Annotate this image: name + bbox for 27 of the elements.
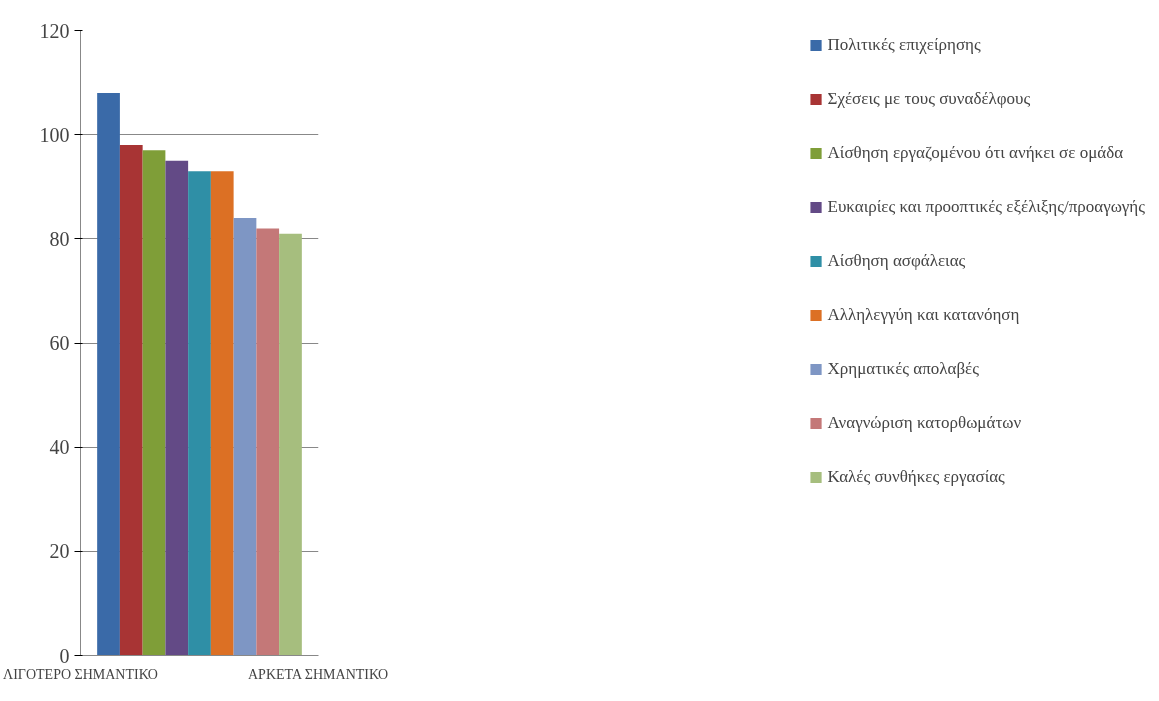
legend-label: Αίσθηση εργαζομένου ότι ανήκει σε ομάδα	[827, 143, 1124, 163]
bar	[188, 171, 211, 656]
bar	[119, 145, 143, 656]
y-tick-label: 40	[49, 436, 70, 459]
y-tick-label: 60	[49, 332, 70, 354]
legend-label: Χρηματικές απολαβές	[827, 359, 979, 379]
y-tick-label: 120	[39, 19, 70, 42]
bar	[165, 160, 189, 656]
legend-label: Καλές συνθήκες εργασίας	[827, 467, 1005, 487]
text: ΑΡΚΕΤΑ ΣΗΜΑΝΤΙΚΟ	[248, 666, 389, 682]
y-tick-label: 100	[39, 123, 70, 146]
y-tick-label: 0	[59, 644, 70, 667]
bar	[97, 93, 120, 656]
legend-label: Αίσθηση ασφάλειας	[827, 251, 966, 271]
bar	[233, 218, 257, 656]
y-tick-label: 20	[49, 540, 70, 563]
legend-label: Αλληλεγγύη και κατανόηση	[827, 305, 1020, 325]
bar	[210, 171, 234, 656]
y-tick-label: 80	[49, 227, 70, 250]
legend-label: Σχέσεις με τους συναδέλφους	[827, 89, 1031, 109]
bar	[279, 233, 302, 656]
text: ΛΙΓΟΤΕΡΟ ΣΗΜΑΝΤΙΚΟ	[3, 666, 158, 682]
legend-label: Αναγνώριση κατορθωμάτων	[827, 413, 1022, 433]
bar	[142, 150, 166, 656]
legend-label: Ευκαιρίες και προοπτικές εξέλιξης/προαγωγής	[827, 197, 1145, 217]
bar	[256, 228, 280, 656]
legend-label: Πολιτικές επιχείρησης	[827, 35, 981, 55]
